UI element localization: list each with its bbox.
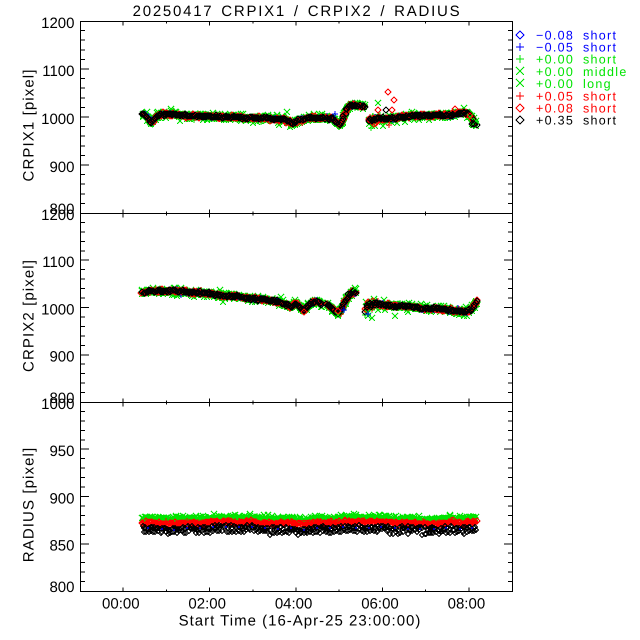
svg-text:+0.35: +0.35 — [536, 114, 574, 128]
svg-text:800: 800 — [49, 390, 74, 407]
svg-text:1000: 1000 — [41, 396, 74, 413]
svg-text:+0.00: +0.00 — [536, 53, 574, 67]
svg-text:04:00: 04:00 — [275, 596, 313, 613]
svg-text:00:00: 00:00 — [102, 596, 140, 613]
svg-text:1200: 1200 — [41, 207, 74, 224]
svg-text:−0.05: −0.05 — [536, 41, 574, 55]
svg-text:short: short — [583, 53, 617, 67]
svg-text:CRPIX1 [pixel]: CRPIX1 [pixel] — [21, 69, 38, 182]
svg-text:1100: 1100 — [42, 254, 74, 271]
svg-text:CRPIX2 [pixel]: CRPIX2 [pixel] — [21, 259, 38, 372]
svg-text:1000: 1000 — [41, 111, 74, 128]
svg-text:900: 900 — [49, 349, 74, 366]
svg-text:1000: 1000 — [41, 301, 74, 318]
svg-text:1100: 1100 — [42, 63, 74, 80]
svg-text:800: 800 — [49, 201, 74, 218]
svg-text:RADIUS [pixel]: RADIUS [pixel] — [21, 447, 38, 562]
svg-text:+0.05: +0.05 — [536, 89, 574, 103]
svg-text:middle: middle — [583, 65, 628, 79]
svg-text:850: 850 — [49, 538, 74, 555]
svg-text:20250417 CRPIX1 / CRPIX2 / RAD: 20250417 CRPIX1 / CRPIX2 / RADIUS — [133, 3, 462, 20]
svg-text:950: 950 — [49, 443, 74, 460]
svg-text:short: short — [583, 101, 617, 115]
svg-text:long: long — [583, 77, 612, 91]
svg-text:+0.08: +0.08 — [536, 101, 574, 115]
svg-text:short: short — [583, 114, 617, 128]
svg-text:800: 800 — [49, 579, 74, 596]
svg-text:short: short — [583, 89, 617, 103]
svg-text:900: 900 — [49, 490, 74, 507]
svg-text:02:00: 02:00 — [188, 596, 226, 613]
svg-text:Start Time (16-Apr-25 23:00:00: Start Time (16-Apr-25 23:00:00) — [179, 613, 422, 630]
svg-text:short: short — [583, 28, 617, 42]
svg-text:900: 900 — [49, 159, 74, 176]
svg-text:06:00: 06:00 — [361, 596, 399, 613]
svg-text:+0.00: +0.00 — [536, 77, 574, 91]
svg-text:08:00: 08:00 — [448, 596, 486, 613]
svg-text:1200: 1200 — [41, 15, 74, 32]
svg-text:−0.08: −0.08 — [536, 28, 574, 42]
svg-text:short: short — [583, 41, 617, 55]
svg-text:+0.00: +0.00 — [536, 65, 574, 79]
